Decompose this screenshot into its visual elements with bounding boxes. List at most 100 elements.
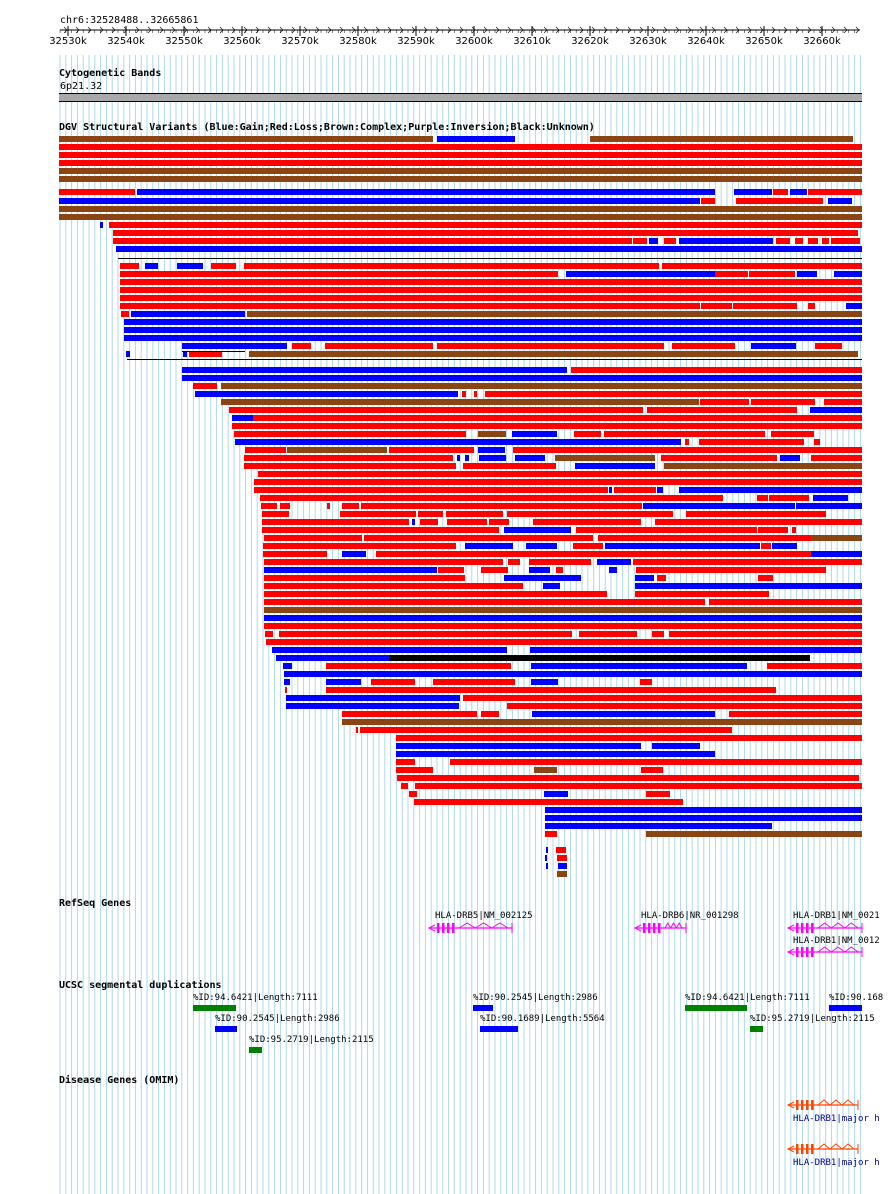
dgv-variant-bar[interactable] bbox=[715, 271, 748, 277]
dgv-variant-bar[interactable] bbox=[414, 799, 683, 805]
dgv-variant-bar[interactable] bbox=[669, 631, 862, 637]
dgv-variant-bar[interactable] bbox=[649, 238, 658, 244]
dgv-variant-bar[interactable] bbox=[193, 383, 217, 389]
dgv-variant-bar[interactable] bbox=[478, 447, 505, 453]
dgv-variant-bar[interactable] bbox=[286, 703, 459, 709]
dgv-variant-bar[interactable] bbox=[679, 238, 773, 244]
dgv-variant-bar[interactable] bbox=[557, 871, 567, 877]
dgv-variant-bar[interactable] bbox=[512, 431, 557, 437]
omim-gene-glyphs[interactable] bbox=[0, 1096, 890, 1156]
dgv-variant-bar[interactable] bbox=[797, 271, 817, 277]
dgv-variant-bar[interactable] bbox=[478, 431, 506, 437]
dgv-variant-bar[interactable] bbox=[672, 343, 735, 349]
dgv-variant-bar[interactable] bbox=[116, 246, 862, 252]
dgv-variant-bar[interactable] bbox=[100, 222, 103, 228]
segdup-bar[interactable] bbox=[750, 1026, 763, 1032]
dgv-variant-bar[interactable] bbox=[507, 511, 673, 517]
dgv-variant-bar[interactable] bbox=[124, 319, 862, 325]
dgv-variant-bar[interactable] bbox=[609, 567, 617, 573]
dgv-variant-bar[interactable] bbox=[137, 189, 715, 195]
dgv-variant-bar[interactable] bbox=[566, 271, 715, 277]
dgv-variant-bar[interactable] bbox=[437, 343, 664, 349]
dgv-variant-bar[interactable] bbox=[761, 543, 771, 549]
omim-track-title[interactable]: Disease Genes (OMIM) bbox=[59, 1075, 180, 1086]
dgv-variant-bar[interactable] bbox=[285, 687, 287, 693]
segdup-label[interactable]: %ID:90.2545|Length:2986 bbox=[215, 1014, 340, 1024]
dgv-variant-bar[interactable] bbox=[646, 791, 670, 797]
dgv-variant-bar[interactable] bbox=[232, 423, 862, 429]
dgv-variant-bar[interactable] bbox=[264, 607, 862, 613]
dgv-variant-bar[interactable] bbox=[396, 751, 715, 757]
dgv-variant-bar[interactable] bbox=[182, 367, 567, 373]
segdup-bar[interactable] bbox=[829, 1005, 862, 1011]
dgv-variant-bar[interactable] bbox=[646, 831, 862, 837]
dgv-variant-bar[interactable] bbox=[409, 791, 417, 797]
dgv-variant-bar[interactable] bbox=[647, 407, 797, 413]
dgv-variant-bar[interactable] bbox=[828, 198, 852, 204]
dgv-variant-bar[interactable] bbox=[232, 415, 253, 421]
dgv-variant-bar[interactable] bbox=[279, 631, 572, 637]
cytoband-track-title[interactable]: Cytogenetic Bands bbox=[59, 68, 162, 79]
dgv-variant-bar[interactable] bbox=[544, 791, 568, 797]
dgv-variant-bar[interactable] bbox=[636, 567, 826, 573]
dgv-variant-bar[interactable] bbox=[195, 391, 458, 397]
dgv-variant-bar[interactable] bbox=[831, 238, 860, 244]
dgv-variant-bar[interactable] bbox=[545, 823, 772, 829]
dgv-variant-bar[interactable] bbox=[822, 238, 829, 244]
dgv-variant-bar[interactable] bbox=[254, 487, 608, 493]
dgv-variant-bar[interactable] bbox=[556, 847, 566, 853]
dgv-variant-bar[interactable] bbox=[513, 447, 862, 453]
dgv-variant-bar[interactable] bbox=[643, 503, 795, 509]
dgv-variant-bar[interactable] bbox=[557, 855, 567, 861]
dgv-variant-bar[interactable] bbox=[571, 367, 862, 373]
dgv-variant-bar[interactable] bbox=[751, 343, 796, 349]
dgv-variant-bar[interactable] bbox=[264, 591, 607, 597]
dgv-variant-bar[interactable] bbox=[690, 527, 757, 533]
dgv-variant-bar[interactable] bbox=[124, 335, 862, 341]
dgv-variant-bar[interactable] bbox=[340, 511, 416, 517]
dgv-variant-bar[interactable] bbox=[641, 767, 663, 773]
dgv-variant-bar[interactable] bbox=[576, 527, 666, 533]
dgv-variant-bar[interactable] bbox=[531, 663, 747, 669]
dgv-variant-bar[interactable] bbox=[263, 551, 327, 557]
segdup-bar[interactable] bbox=[685, 1005, 747, 1011]
dgv-variant-bar[interactable] bbox=[530, 647, 862, 653]
dgv-variant-bar[interactable] bbox=[182, 375, 862, 381]
dgv-variant-bar[interactable] bbox=[59, 206, 862, 212]
segdup-label[interactable]: %ID:95.2719|Length:2115 bbox=[249, 1035, 374, 1045]
dgv-variant-bar[interactable] bbox=[396, 759, 415, 765]
dgv-variant-bar[interactable] bbox=[284, 671, 862, 677]
dgv-variant-bar[interactable] bbox=[342, 551, 366, 557]
dgv-variant-bar[interactable] bbox=[556, 567, 563, 573]
dgv-variant-bar[interactable] bbox=[664, 238, 676, 244]
segdup-label[interactable]: %ID:94.6421|Length:7111 bbox=[193, 993, 318, 1003]
dgv-variant-bar[interactable] bbox=[342, 711, 477, 717]
dgv-variant-bar[interactable] bbox=[189, 351, 222, 357]
dgv-variant-bar[interactable] bbox=[59, 160, 256, 166]
dgv-variant-bar[interactable] bbox=[264, 559, 503, 565]
dgv-variant-bar[interactable] bbox=[183, 351, 187, 357]
dgv-variant-bar[interactable] bbox=[396, 743, 641, 749]
dgv-variant-bar[interactable] bbox=[733, 303, 797, 309]
dgv-variant-bar[interactable] bbox=[597, 559, 631, 565]
dgv-variant-bar[interactable] bbox=[360, 727, 732, 733]
dgv-variant-bar[interactable] bbox=[234, 431, 466, 437]
dgv-variant-bar[interactable] bbox=[120, 295, 862, 301]
dgv-variant-bar[interactable] bbox=[145, 263, 158, 269]
dgv-variant-bar[interactable] bbox=[545, 831, 557, 837]
dgv-variant-bar[interactable] bbox=[635, 591, 769, 597]
dgv-variant-bar[interactable] bbox=[265, 631, 273, 637]
dgv-variant-bar[interactable] bbox=[418, 511, 443, 517]
dgv-variant-bar[interactable] bbox=[709, 599, 862, 605]
dgv-variant-bar[interactable] bbox=[790, 189, 807, 195]
dgv-variant-bar[interactable] bbox=[120, 287, 862, 293]
dgv-variant-bar[interactable] bbox=[543, 583, 560, 589]
segdup-label[interactable]: %ID:95.2719|Length:2115 bbox=[750, 1014, 875, 1024]
dgv-variant-bar[interactable] bbox=[253, 415, 862, 421]
dgv-variant-bar[interactable] bbox=[579, 631, 637, 637]
dgv-variant-bar[interactable] bbox=[507, 703, 862, 709]
dgv-variant-bar[interactable] bbox=[59, 152, 862, 158]
dgv-variant-bar[interactable] bbox=[773, 189, 788, 195]
dgv-variant-bar[interactable] bbox=[389, 655, 810, 661]
dgv-variant-bar[interactable] bbox=[792, 527, 796, 533]
